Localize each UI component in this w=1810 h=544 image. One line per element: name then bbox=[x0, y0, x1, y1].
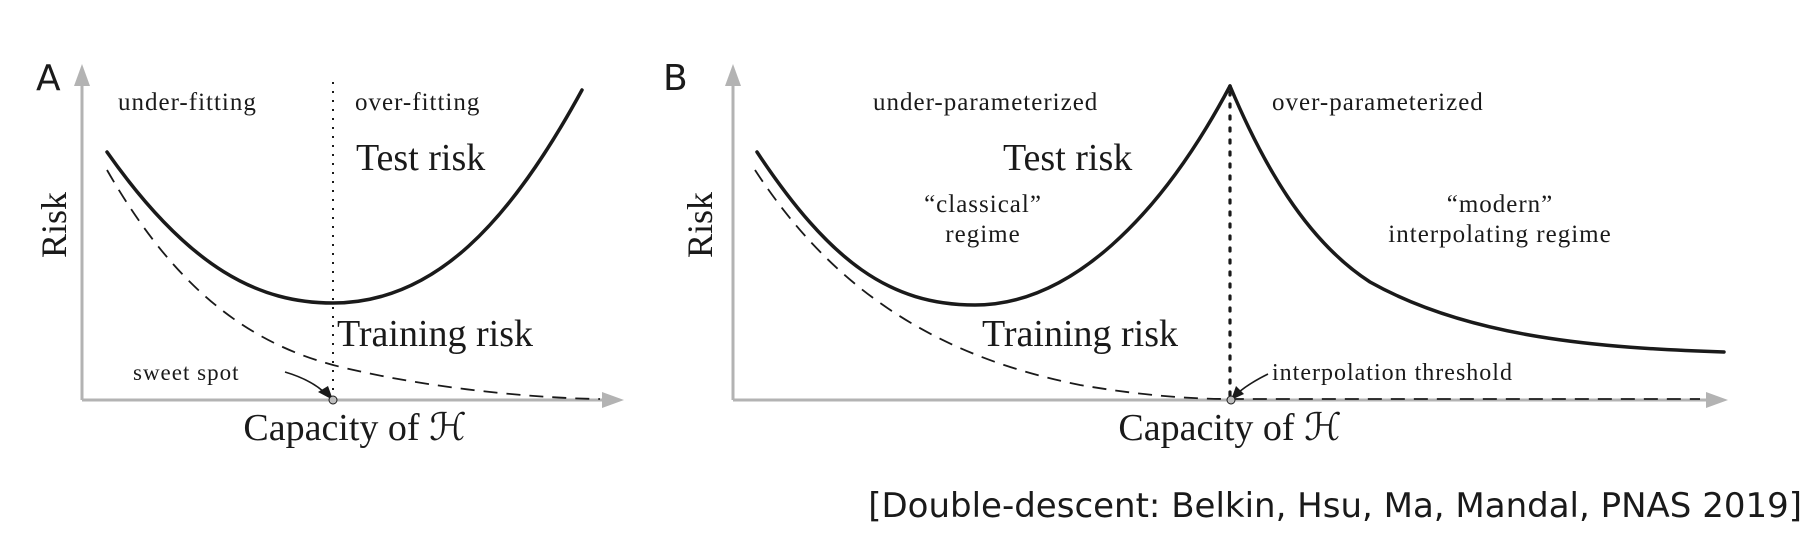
panel-b-y-axis-label: Risk bbox=[680, 192, 720, 258]
panel-b-training-risk-label: Training risk bbox=[982, 313, 1178, 355]
panel-a-training-risk-curve bbox=[106, 169, 601, 400]
panel-b-training-risk-curve bbox=[754, 169, 1700, 400]
panel-b-x-axis-arrow bbox=[1706, 392, 1728, 408]
panel-b-threshold-pointer-head bbox=[1231, 386, 1244, 400]
panel-a-sweet-spot-pointer-head bbox=[318, 386, 333, 400]
panel-b-label: B bbox=[663, 58, 688, 99]
panel-a-sweet-spot-marker bbox=[328, 395, 338, 405]
panel-b-test-risk-curve-classical bbox=[755, 84, 1232, 307]
panel-b-modern-label-line1: “modern” bbox=[1447, 191, 1554, 218]
panel-a: A Risk Capacity of ℋ under-fitting over-… bbox=[34, 58, 624, 449]
panel-b-threshold-marker bbox=[1226, 395, 1236, 405]
panel-b-over-parameterized-label: over-parameterized bbox=[1272, 89, 1484, 116]
panel-b: B Risk Capacity of ℋ under-parameterized… bbox=[663, 58, 1728, 449]
panel-b-under-parameterized-label: under-parameterized bbox=[873, 89, 1098, 116]
panel-b-test-risk-curve-modern bbox=[1228, 84, 1726, 354]
panel-a-training-risk-label: Training risk bbox=[337, 313, 533, 355]
panel-b-modern-label-line2: interpolating regime bbox=[1388, 221, 1611, 248]
panel-a-y-axis-label: Risk bbox=[34, 192, 74, 258]
panel-a-y-axis-arrow bbox=[74, 64, 90, 86]
panel-b-classical-label-line2: regime bbox=[945, 221, 1020, 248]
panel-a-sweet-spot-pointer bbox=[284, 371, 327, 395]
panel-a-x-axis-arrow bbox=[602, 392, 624, 408]
panel-a-x-axis-label: Capacity of ℋ bbox=[243, 407, 466, 449]
panel-b-x-axis-label: Capacity of ℋ bbox=[1118, 407, 1341, 449]
panel-b-interpolation-threshold-label: interpolation threshold bbox=[1272, 360, 1513, 386]
panel-b-threshold-pointer bbox=[1237, 373, 1269, 394]
panel-a-label: A bbox=[36, 58, 61, 99]
panel-a-over-fitting-label: over-fitting bbox=[355, 89, 480, 116]
panel-a-sweet-spot-label: sweet spot bbox=[133, 360, 239, 385]
panel-a-under-fitting-label: under-fitting bbox=[118, 89, 257, 116]
panel-b-y-axis-arrow bbox=[725, 64, 741, 86]
citation: [Double-descent: Belkin, Hsu, Ma, Mandal… bbox=[868, 486, 1802, 526]
panel-a-test-risk-label: Test risk bbox=[356, 137, 485, 179]
panel-b-test-risk-label: Test risk bbox=[1003, 137, 1132, 179]
panel-b-classical-label-line1: “classical” bbox=[924, 191, 1042, 218]
panel-a-test-risk-curve bbox=[105, 88, 584, 305]
